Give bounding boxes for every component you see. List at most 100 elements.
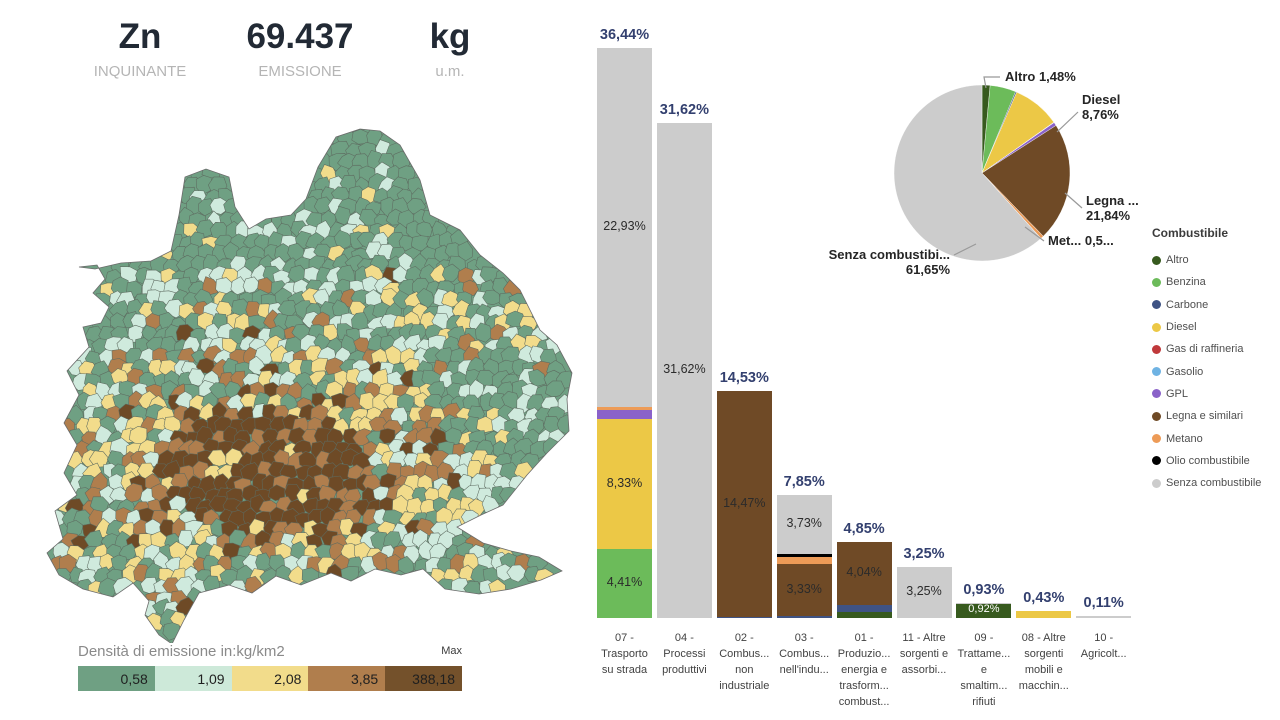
legend-dot-icon — [1152, 344, 1161, 354]
municipality-cell[interactable] — [187, 368, 206, 387]
bar-category-label: 07 - Trasporto su strada — [601, 632, 648, 676]
density-scale-segment: 2,08 — [231, 666, 309, 691]
pie-slice[interactable] — [981, 125, 1071, 237]
municipality-cell[interactable] — [441, 263, 460, 283]
bar-segment-label: 3,73% — [786, 516, 822, 531]
pie-callout-line — [1064, 192, 1083, 209]
bar-segment-label: 3,25% — [906, 584, 942, 599]
bar-segment[interactable] — [597, 549, 652, 618]
density-color-scale: 0,58 1,09 2,08 3,85 388,18 — [78, 666, 462, 691]
pie-callout-label: Altro 1,48% — [1005, 69, 1076, 84]
pie-callout-line — [953, 243, 977, 256]
municipality-cell[interactable] — [340, 566, 360, 583]
bar-segment[interactable] — [1076, 616, 1132, 618]
fuel-legend-item[interactable]: Carbone — [1152, 294, 1261, 316]
bar-total-label: 7,85% — [783, 474, 825, 491]
fuel-legend-item[interactable]: Metano — [1152, 427, 1261, 449]
municipality-cell[interactable] — [434, 347, 454, 364]
fuel-legend-item[interactable]: Gasolio — [1152, 360, 1261, 382]
kpi-pollutant: Zn INQUINANTE — [85, 18, 195, 81]
legend-dot-icon — [1152, 255, 1161, 265]
bar-segment-label: 14,47% — [723, 495, 766, 510]
municipality-cell[interactable] — [268, 484, 286, 501]
bar-segment[interactable] — [597, 48, 652, 407]
bar-segment-label: 8,33% — [606, 475, 643, 490]
municipality-cell[interactable] — [312, 288, 331, 306]
fuel-legend-item[interactable]: Benzina — [1152, 271, 1261, 293]
kpi-unit: kg u.m. — [408, 18, 492, 81]
pie-callout-label: Legna ... — [1086, 193, 1139, 208]
bar-segment[interactable] — [956, 603, 1012, 618]
fuel-legend-label: Altro — [1166, 254, 1189, 267]
bar-segment[interactable] — [776, 616, 832, 618]
bar-segment[interactable] — [656, 123, 712, 618]
bar-segment[interactable] — [597, 418, 652, 550]
bar-segment[interactable] — [776, 553, 832, 557]
bar-segment[interactable] — [1016, 611, 1072, 618]
municipality-cell[interactable] — [445, 518, 463, 537]
bar-segment[interactable] — [776, 495, 832, 554]
fuel-legend-item[interactable]: GPL — [1152, 383, 1261, 405]
municipality-cell[interactable] — [513, 437, 535, 455]
kpi-emission: 69.437 EMISSIONE — [233, 18, 367, 81]
bar-total-label: 0,11% — [1083, 595, 1124, 612]
bar-segment[interactable] — [836, 605, 892, 612]
municipality-cell[interactable] — [429, 542, 447, 562]
bar-segment[interactable] — [716, 617, 772, 618]
density-scale-segment: 1,09 — [154, 666, 232, 691]
bar-category-label: 08 - Altre sorgenti mobili e macchin... — [1018, 632, 1069, 692]
fuel-legend-item[interactable]: Altro — [1152, 249, 1261, 271]
fuel-legend-item[interactable]: Olio combustibile — [1152, 450, 1261, 472]
fuel-legend-item[interactable]: Diesel — [1152, 316, 1261, 338]
bar-category-label: 01 - Produzio... energia e trasform... combu… — [837, 632, 891, 708]
bar-segment[interactable] — [956, 603, 1012, 605]
density-scale-segment: 3,85 — [308, 666, 386, 691]
fuel-legend-item[interactable]: Gas di raffineria — [1152, 338, 1261, 360]
municipality-cell[interactable] — [207, 449, 227, 467]
pie-callout-label: 8,76% — [1082, 107, 1119, 122]
municipality-cell[interactable] — [545, 380, 566, 398]
fuel-legend-item[interactable]: Legna e similari — [1152, 405, 1261, 427]
municipality-cell[interactable] — [371, 551, 390, 571]
density-scale-segment: 388,18 — [385, 666, 462, 691]
legend-dot-icon — [1152, 300, 1161, 310]
fuel-legend-item[interactable]: Senza combustibile — [1152, 472, 1261, 494]
bar-segment[interactable] — [776, 556, 832, 565]
bar-segment[interactable] — [836, 542, 892, 606]
bar-segment[interactable] — [896, 567, 952, 618]
bar-category-label: 03 - Combus... nell'indu... — [779, 632, 830, 676]
municipality-cell[interactable] — [209, 197, 229, 215]
bar-segment[interactable] — [597, 409, 652, 419]
pie-slice[interactable] — [893, 84, 1042, 262]
bar-segment[interactable] — [776, 564, 832, 617]
bar-segment-label: 0,92% — [968, 603, 1000, 616]
bar-segment-label: 22,93% — [603, 219, 646, 234]
fuel-legend-label: Diesel — [1166, 321, 1197, 334]
legend-dot-icon — [1152, 367, 1161, 377]
municipality-cell[interactable] — [506, 564, 526, 583]
choropleth-map[interactable] — [33, 123, 578, 643]
fuel-legend-label: Senza combustibile — [1166, 477, 1262, 490]
bar-segment[interactable] — [836, 611, 892, 618]
municipality-cell[interactable] — [124, 482, 145, 503]
fuel-legend-label: Gas di raffineria — [1166, 343, 1244, 356]
municipality-cell[interactable] — [332, 463, 353, 481]
legend-dot-icon — [1152, 277, 1161, 287]
legend-dot-icon — [1152, 389, 1161, 399]
municipality-cell[interactable] — [475, 322, 494, 343]
emission-label: EMISSIONE — [258, 63, 342, 80]
fuel-legend-label: Benzina — [1166, 276, 1206, 289]
region-outline — [46, 128, 573, 643]
bar-segment[interactable] — [597, 406, 652, 410]
legend-dot-icon — [1152, 456, 1161, 466]
municipality-cell[interactable] — [460, 509, 479, 528]
bar-segment[interactable] — [716, 390, 772, 618]
pie-callout-line — [1024, 226, 1045, 242]
bar-total-label: 4,85% — [843, 521, 885, 538]
bar-segment-label: 4,41% — [606, 575, 643, 590]
bar-total-label: 36,44% — [599, 27, 650, 43]
bar-category-label: 04 - Processi produttivi — [662, 632, 707, 676]
bar-total-label: 0,93% — [963, 582, 1005, 599]
municipality-cell[interactable] — [482, 289, 502, 305]
